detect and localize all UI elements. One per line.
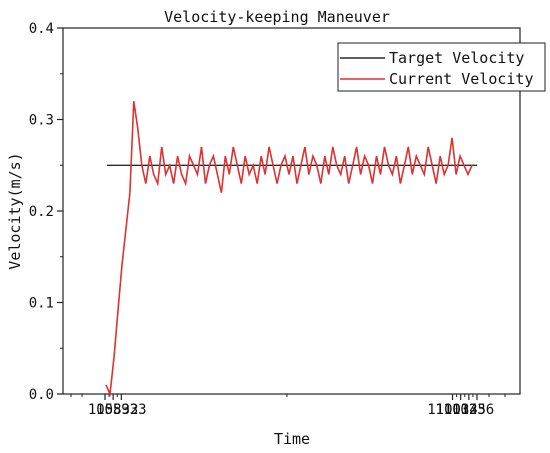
x-tick-label: 110135 <box>435 402 486 418</box>
y-tick-label: 0.3 <box>29 113 54 129</box>
legend: Target Velocity Current Velocity <box>337 42 546 92</box>
x-axis-label: Time <box>274 430 310 448</box>
x-tick-label: 110236 <box>444 402 495 418</box>
y-tick-label: 0.0 <box>29 387 54 403</box>
series-layer <box>105 101 477 398</box>
y-tick-label: 0.2 <box>29 204 54 220</box>
x-tick-label: 110034 <box>427 402 478 418</box>
chart-title: Velocity-keeping Maneuver <box>164 8 390 26</box>
y-axis-label: Velocity(m/s) <box>6 152 24 269</box>
legend-label-target-velocity: Target Velocity <box>389 49 524 67</box>
x-tick-label: 105832 <box>88 402 139 418</box>
series-line-current-velocity <box>105 101 473 398</box>
x-tick-label: 105933 <box>96 402 147 418</box>
legend-label-current-velocity: Current Velocity <box>389 70 534 88</box>
y-axis-ticks: 0.0 0.1 0.2 0.3 0.4 <box>29 21 63 403</box>
y-tick-label: 0.1 <box>29 296 54 312</box>
legend-box <box>337 42 546 92</box>
y-tick-label: 0.4 <box>29 21 54 37</box>
